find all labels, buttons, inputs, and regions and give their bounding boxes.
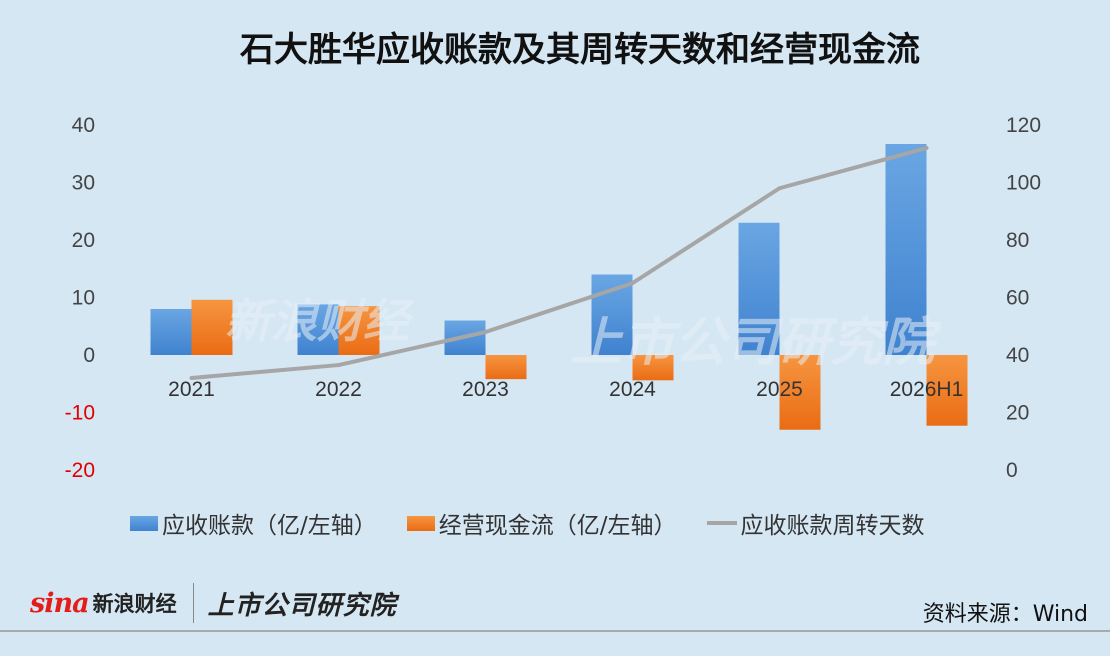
point-turnover-days <box>189 376 194 380</box>
legend-swatch-turnover-days <box>706 521 737 525</box>
bar-operating-cashflow <box>632 355 674 381</box>
bar-receivables <box>738 222 780 355</box>
research-institute-name: 上市公司研究院 <box>207 590 397 621</box>
x-axis-category-label: 2025 <box>756 378 803 401</box>
footer-divider <box>0 630 1110 632</box>
point-turnover-days <box>336 363 341 368</box>
left-axis-tick: 20 <box>72 229 95 252</box>
bar-operating-cashflow <box>485 355 527 380</box>
left-axis-tick: -20 <box>65 459 95 482</box>
right-axis-tick: 60 <box>1006 287 1029 310</box>
x-axis-category-label: 2021 <box>168 378 215 401</box>
legend-swatch-cashflow <box>406 515 435 531</box>
brand-logo: sina 新浪财经 上市公司研究院 <box>30 580 397 626</box>
point-turnover-days <box>777 186 782 191</box>
bar-receivables <box>150 309 192 355</box>
left-axis-tick: 0 <box>83 344 95 367</box>
x-axis-category-label: 2023 <box>462 378 509 401</box>
point-turnover-days <box>630 281 635 286</box>
left-axis-tick: 30 <box>72 172 95 195</box>
right-axis-tick: 100 <box>1006 172 1041 195</box>
x-axis-category-label: 2024 <box>609 378 656 401</box>
logo-divider <box>192 583 194 623</box>
right-axis-tick: 120 <box>1006 114 1041 137</box>
legend-item-cashflow: 经营现金流（亿/左轴） <box>406 506 677 540</box>
point-turnover-days <box>483 330 488 334</box>
bar-operating-cashflow <box>338 306 380 355</box>
legend-item-receivables: 应收账款（亿/左轴） <box>130 506 377 540</box>
x-axis-category-label: 2026H1 <box>890 378 964 401</box>
left-axis-tick: 40 <box>72 114 95 137</box>
legend-item-turnover-days: 应收账款周转天数 <box>706 506 925 540</box>
legend-label-receivables: 应收账款（亿/左轴） <box>162 513 377 539</box>
chart-legend: 应收账款（亿/左轴） 经营现金流（亿/左轴） 应收账款周转天数 <box>130 506 955 540</box>
point-turnover-days <box>924 146 929 150</box>
bar-operating-cashflow <box>191 299 233 355</box>
legend-label-cashflow: 经营现金流（亿/左轴） <box>438 513 677 539</box>
right-axis-tick: 0 <box>1006 459 1018 482</box>
left-axis-tick: -10 <box>65 402 95 425</box>
sina-logo-icon: sina <box>30 587 90 619</box>
legend-label-turnover-days: 应收账款周转天数 <box>740 513 925 539</box>
sina-finance-name: 新浪财经 <box>92 592 177 616</box>
right-axis-tick: 40 <box>1006 344 1029 367</box>
chart-title: 石大胜华应收账款及其周转天数和经营现金流 <box>240 30 920 70</box>
data-source: 资料来源：Wind <box>922 602 1088 627</box>
legend-swatch-receivables <box>130 515 158 531</box>
x-axis-category-label: 2022 <box>315 378 362 401</box>
left-axis-tick: 10 <box>72 287 95 310</box>
line-turnover-days <box>191 146 928 380</box>
bar-operating-cashflow <box>779 355 821 430</box>
bar-receivables <box>297 304 339 355</box>
right-axis-tick: 80 <box>1006 229 1029 252</box>
right-axis-tick: 20 <box>1006 402 1029 425</box>
bar-operating-cashflow <box>926 355 968 426</box>
bar-receivables <box>885 143 927 355</box>
